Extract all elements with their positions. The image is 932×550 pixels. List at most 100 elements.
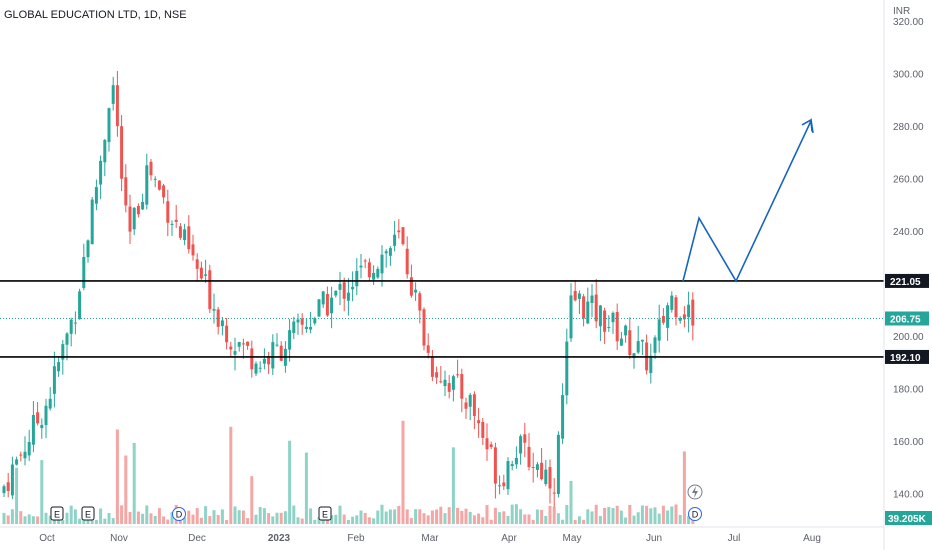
axis-badges: 221.05 192.10 206.75 39.205K <box>885 273 932 525</box>
candle-body <box>279 345 283 361</box>
volume-bar <box>573 519 577 524</box>
volume-bar <box>435 509 439 524</box>
volume-bar <box>48 515 52 524</box>
candle-body <box>359 265 363 268</box>
y-tick-label: 240.00 <box>893 227 924 238</box>
candle-body <box>220 320 224 327</box>
candle-body <box>414 289 418 293</box>
x-tick-label: May <box>563 533 582 544</box>
candle-body <box>632 353 636 359</box>
earnings-event-marker[interactable] <box>50 506 64 521</box>
x-tick-label: Nov <box>110 533 128 544</box>
y-tick-label: 300.00 <box>893 70 924 81</box>
candle-body <box>443 379 447 387</box>
x-tick-label: Oct <box>39 533 55 544</box>
volume-bar <box>317 517 321 524</box>
volume-bar <box>552 506 556 524</box>
volume-bar <box>162 516 166 524</box>
volume-bar <box>65 512 69 524</box>
candle-body <box>300 318 304 325</box>
candle-body <box>141 201 145 210</box>
candle-body <box>199 267 203 279</box>
projection-arrowhead <box>801 118 814 134</box>
candle-body <box>615 311 619 342</box>
volume-bar <box>590 511 594 524</box>
volume-bar <box>229 426 233 524</box>
volume-bar <box>531 519 535 524</box>
candle-body <box>447 383 451 392</box>
candle-body <box>481 422 485 438</box>
candle-body <box>313 318 317 324</box>
lightning-icon-glyph <box>692 486 698 498</box>
volume-bar <box>254 514 258 524</box>
volume-bar <box>204 506 208 524</box>
volume-bar <box>624 517 628 524</box>
candle-body <box>162 185 166 198</box>
volume-bar <box>271 516 275 524</box>
volume-bar <box>456 507 460 524</box>
volume-bar <box>540 509 544 524</box>
candle-body <box>367 262 371 278</box>
dividend-event-marker[interactable] <box>688 507 702 521</box>
candle-body <box>128 206 132 232</box>
volume-bar <box>577 516 581 524</box>
volume-bar <box>367 517 371 524</box>
volume-bar <box>615 505 619 524</box>
time-axis[interactable]: Oct Nov Dec 2023 Feb Mar Apr May Jun Jul Aug <box>39 533 821 544</box>
last-price-badge-text: 206.75 <box>890 314 921 325</box>
volume-bar <box>640 505 644 524</box>
candle-body <box>351 286 355 290</box>
candle-body <box>208 270 212 310</box>
earnings-event-marker[interactable] <box>81 506 95 521</box>
price-axis[interactable]: 140.00 160.00 180.00 200.00 240.00 260.00 280.… <box>893 17 924 501</box>
volume-bar <box>107 512 111 524</box>
volume-bar <box>115 429 119 524</box>
volume-bar <box>649 508 653 524</box>
dividend-event-marker[interactable] <box>172 507 186 521</box>
volume-bar <box>388 509 392 524</box>
volume-bar <box>619 510 623 524</box>
candle-body <box>267 355 271 365</box>
volume-bar <box>674 504 678 524</box>
volume-bar <box>514 504 518 524</box>
volume-bar <box>187 510 191 524</box>
volume-bar <box>380 504 384 524</box>
candle-body <box>552 492 556 494</box>
candle-body <box>19 454 23 456</box>
volume-bar <box>208 516 212 524</box>
volume-bar <box>216 515 220 524</box>
candle-body <box>94 187 98 204</box>
volume-bar <box>132 442 136 524</box>
candle-body <box>485 438 489 450</box>
candle-body <box>611 312 615 323</box>
candle-body <box>296 319 300 323</box>
candle-body <box>6 482 10 491</box>
candle-body <box>670 295 674 310</box>
candle-body <box>309 326 313 330</box>
event-marker-label: D <box>176 510 183 520</box>
volume-bar <box>409 518 413 524</box>
volume-bar <box>262 508 266 524</box>
earnings-event-marker[interactable] <box>318 506 332 521</box>
volume-bar <box>498 512 502 524</box>
candle-body <box>61 344 65 360</box>
volume-bar <box>582 519 586 524</box>
y-tick-label: 280.00 <box>893 122 924 133</box>
candle-body <box>388 248 392 256</box>
volume-bar <box>250 476 254 524</box>
candle-body <box>346 292 350 301</box>
candle-body <box>258 367 262 369</box>
candle-body <box>510 464 514 467</box>
candle-body <box>107 108 111 143</box>
candle-body <box>229 346 233 350</box>
candle-body <box>561 395 565 439</box>
candle-body <box>653 337 657 353</box>
candle-body <box>661 315 665 323</box>
volume-bar <box>439 506 443 524</box>
candle-body <box>430 356 434 377</box>
candle-body <box>380 254 384 274</box>
candle-body <box>304 326 308 330</box>
candle-body <box>250 348 254 370</box>
candle-body <box>594 294 598 322</box>
